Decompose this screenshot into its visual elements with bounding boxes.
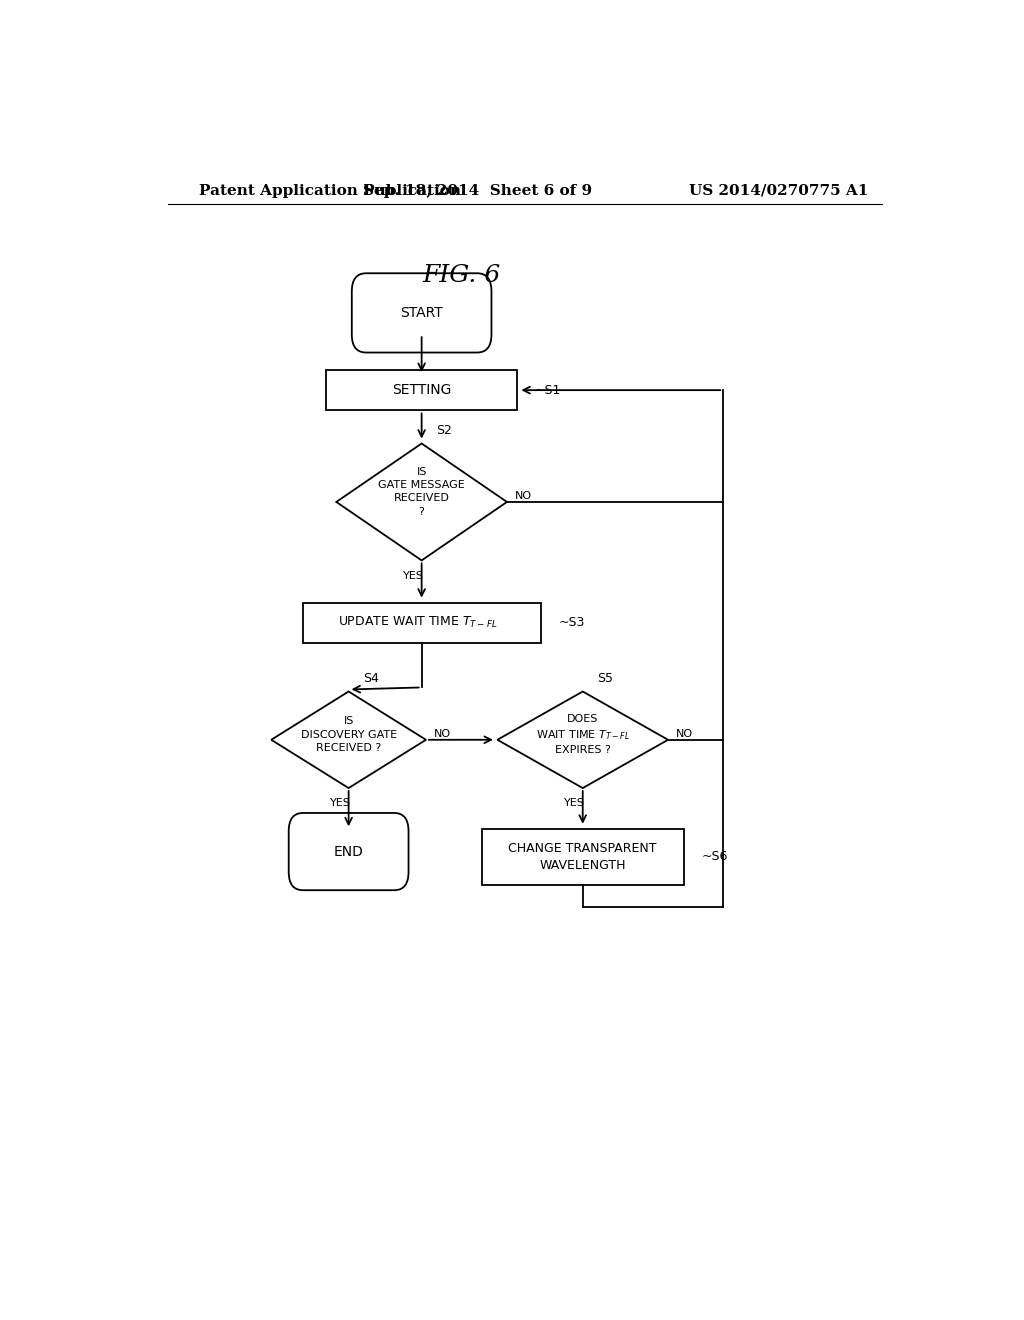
Text: SETTING: SETTING xyxy=(392,383,452,397)
Polygon shape xyxy=(271,692,426,788)
Text: NO: NO xyxy=(434,729,451,739)
Text: NO: NO xyxy=(515,491,532,500)
Text: NO: NO xyxy=(676,729,693,739)
Text: S2: S2 xyxy=(436,425,452,437)
Text: IS
DISCOVERY GATE
RECEIVED ?: IS DISCOVERY GATE RECEIVED ? xyxy=(301,717,396,752)
Bar xyxy=(327,370,517,411)
Text: ~S1: ~S1 xyxy=(535,384,561,396)
Text: END: END xyxy=(334,845,364,858)
Text: ~S3: ~S3 xyxy=(558,616,585,630)
Bar xyxy=(303,602,541,643)
Text: FIG. 6: FIG. 6 xyxy=(422,264,501,286)
Text: S5: S5 xyxy=(597,672,613,685)
Bar xyxy=(481,829,684,884)
Text: DOES
WAIT TIME $T_{T-FL}$
EXPIRES ?: DOES WAIT TIME $T_{T-FL}$ EXPIRES ? xyxy=(536,714,630,755)
Text: CHANGE TRANSPARENT
WAVELENGTH: CHANGE TRANSPARENT WAVELENGTH xyxy=(509,842,657,871)
Text: YES: YES xyxy=(564,799,586,808)
Text: Sep. 18, 2014  Sheet 6 of 9: Sep. 18, 2014 Sheet 6 of 9 xyxy=(362,183,592,198)
Text: START: START xyxy=(400,306,443,319)
FancyBboxPatch shape xyxy=(289,813,409,890)
Text: US 2014/0270775 A1: US 2014/0270775 A1 xyxy=(689,183,868,198)
Text: UPDATE WAIT TIME $T_{T-FL}$: UPDATE WAIT TIME $T_{T-FL}$ xyxy=(338,615,498,631)
FancyBboxPatch shape xyxy=(352,273,492,352)
Polygon shape xyxy=(336,444,507,561)
Text: S4: S4 xyxy=(362,672,379,685)
Text: IS
GATE MESSAGE
RECEIVED
?: IS GATE MESSAGE RECEIVED ? xyxy=(378,467,465,516)
Text: YES: YES xyxy=(403,570,424,581)
Text: Patent Application Publication: Patent Application Publication xyxy=(200,183,462,198)
Text: YES: YES xyxy=(331,799,351,808)
Polygon shape xyxy=(498,692,668,788)
Text: ~S6: ~S6 xyxy=(701,850,728,863)
